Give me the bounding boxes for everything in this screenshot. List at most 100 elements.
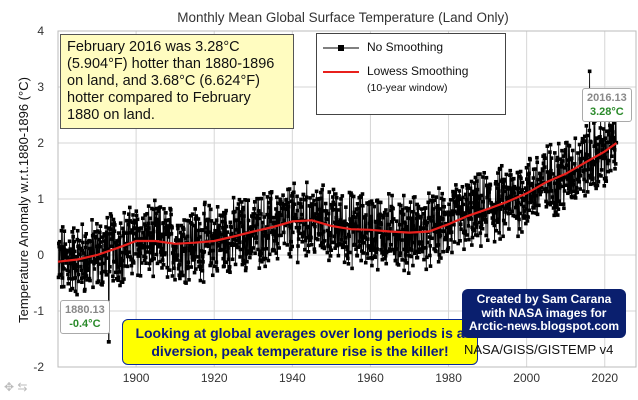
data-point xyxy=(310,202,314,206)
data-point xyxy=(90,218,94,222)
data-point xyxy=(465,206,470,210)
data-point xyxy=(138,251,142,256)
data-point xyxy=(208,243,212,248)
data-point xyxy=(466,183,471,188)
data-point xyxy=(125,264,130,269)
data-point xyxy=(412,240,417,245)
data-point xyxy=(340,194,345,198)
data-point xyxy=(257,266,262,270)
data-point xyxy=(535,155,539,160)
data-point xyxy=(135,217,140,222)
data-point xyxy=(95,260,100,264)
data-point xyxy=(74,265,79,269)
data-point xyxy=(305,180,309,185)
data-point xyxy=(280,201,285,206)
data-point xyxy=(264,246,269,251)
data-point xyxy=(71,234,75,239)
data-point xyxy=(177,273,182,277)
data-point xyxy=(273,239,278,243)
data-point xyxy=(580,140,584,145)
data-point xyxy=(571,182,576,187)
data-point xyxy=(335,243,340,248)
data-point xyxy=(355,253,360,258)
data-point xyxy=(120,258,124,263)
data-point xyxy=(174,245,178,250)
data-point xyxy=(117,270,122,274)
data-point xyxy=(158,205,163,209)
data-point xyxy=(198,235,202,239)
data-point xyxy=(512,191,516,195)
data-point xyxy=(570,180,575,185)
data-point xyxy=(293,212,298,217)
data-point xyxy=(141,230,146,235)
data-point xyxy=(189,251,194,256)
data-point xyxy=(586,173,591,178)
data-point xyxy=(612,159,616,164)
data-point xyxy=(513,195,518,199)
data-point xyxy=(121,234,126,238)
data-point xyxy=(118,221,123,225)
data-point xyxy=(224,208,228,213)
data-point xyxy=(120,280,125,284)
data-point xyxy=(350,266,354,271)
data-point xyxy=(577,168,581,173)
data-point xyxy=(500,194,504,198)
data-point xyxy=(296,237,301,241)
data-point xyxy=(194,267,198,271)
data-point xyxy=(136,273,140,278)
data-point xyxy=(318,207,322,212)
data-point xyxy=(116,275,121,280)
data-point xyxy=(465,186,470,190)
data-point xyxy=(278,199,283,204)
data-point xyxy=(264,234,268,238)
data-point xyxy=(80,248,85,253)
data-point xyxy=(249,251,253,256)
data-point xyxy=(512,184,517,189)
data-point xyxy=(281,193,285,197)
source-label: NASA/GISS/GISTEMP v4 xyxy=(464,342,614,357)
data-point xyxy=(314,189,319,194)
data-point xyxy=(392,251,397,256)
data-point xyxy=(589,140,593,144)
data-point xyxy=(90,248,95,253)
data-point xyxy=(173,247,178,252)
data-point xyxy=(504,210,508,214)
data-point xyxy=(267,252,272,257)
data-point xyxy=(371,238,376,243)
data-point xyxy=(335,230,339,234)
data-point xyxy=(380,213,385,218)
legend-sublabel-lowess: (10-year window) xyxy=(367,82,448,94)
data-point xyxy=(391,206,395,211)
data-point xyxy=(548,150,552,154)
move-icon[interactable]: ✥ ⇆ xyxy=(4,380,28,394)
data-point xyxy=(375,267,380,272)
data-point xyxy=(530,210,535,215)
data-point xyxy=(585,179,589,184)
data-point xyxy=(444,225,449,230)
data-point xyxy=(586,153,590,157)
data-point xyxy=(306,243,311,248)
data-point xyxy=(469,179,474,184)
data-point xyxy=(113,270,118,275)
data-point xyxy=(282,202,287,207)
data-point xyxy=(164,211,168,215)
data-point xyxy=(360,192,365,196)
data-point xyxy=(285,243,290,247)
data-point xyxy=(539,189,543,194)
data-point xyxy=(518,190,523,194)
data-point xyxy=(276,201,280,206)
legend: No Smoothing Lowess Smoothing (10-year w… xyxy=(316,33,506,115)
data-point xyxy=(122,210,127,215)
data-point xyxy=(252,212,257,216)
data-point xyxy=(275,241,280,246)
data-point xyxy=(290,244,294,249)
data-point xyxy=(420,243,425,248)
data-point xyxy=(581,189,586,193)
x-tick-label: 1960 xyxy=(357,371,384,385)
data-point xyxy=(100,235,105,239)
data-point xyxy=(351,214,356,219)
data-point xyxy=(65,268,70,272)
data-point xyxy=(248,255,252,260)
data-point xyxy=(190,222,194,226)
data-point xyxy=(239,210,244,214)
